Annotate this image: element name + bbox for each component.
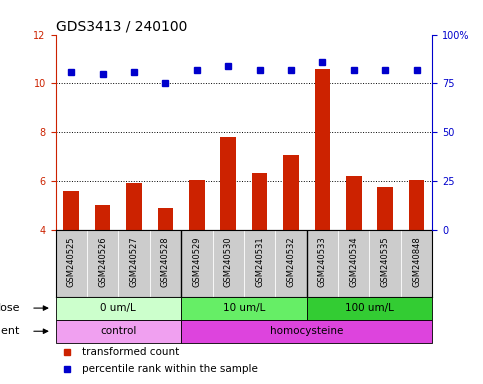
Text: control: control	[100, 326, 137, 336]
Text: GSM240534: GSM240534	[349, 236, 358, 287]
Bar	[157, 208, 173, 230]
Bar	[314, 69, 330, 230]
Text: agent: agent	[0, 326, 20, 336]
Text: 10 um/L: 10 um/L	[223, 303, 265, 313]
Bar	[283, 155, 299, 230]
Bar	[220, 137, 236, 230]
Bar	[409, 180, 425, 230]
Text: GSM240532: GSM240532	[286, 236, 296, 287]
Text: transformed count: transformed count	[82, 347, 179, 357]
Text: 0 um/L: 0 um/L	[100, 303, 136, 313]
Text: percentile rank within the sample: percentile rank within the sample	[82, 364, 258, 374]
Text: GSM240531: GSM240531	[255, 236, 264, 287]
Bar	[189, 180, 205, 230]
Bar	[307, 296, 432, 319]
Text: 100 um/L: 100 um/L	[345, 303, 394, 313]
Text: GSM240526: GSM240526	[98, 236, 107, 287]
Text: GSM240535: GSM240535	[381, 236, 390, 287]
Text: GSM240527: GSM240527	[129, 236, 139, 287]
Text: GSM240528: GSM240528	[161, 236, 170, 287]
Text: GSM240530: GSM240530	[224, 236, 233, 287]
Bar	[377, 187, 393, 230]
Bar	[95, 205, 111, 230]
Bar	[63, 190, 79, 230]
Bar	[181, 319, 432, 343]
Text: GSM240533: GSM240533	[318, 236, 327, 287]
Bar	[56, 296, 181, 319]
Text: GSM240848: GSM240848	[412, 236, 421, 287]
Text: GDS3413 / 240100: GDS3413 / 240100	[56, 20, 187, 33]
Bar	[56, 319, 181, 343]
Bar	[126, 183, 142, 230]
Text: GSM240525: GSM240525	[67, 236, 76, 287]
Bar	[181, 296, 307, 319]
Bar	[252, 174, 268, 230]
Text: homocysteine: homocysteine	[270, 326, 343, 336]
Bar	[346, 176, 362, 230]
Text: GSM240529: GSM240529	[192, 236, 201, 287]
Text: dose: dose	[0, 303, 20, 313]
